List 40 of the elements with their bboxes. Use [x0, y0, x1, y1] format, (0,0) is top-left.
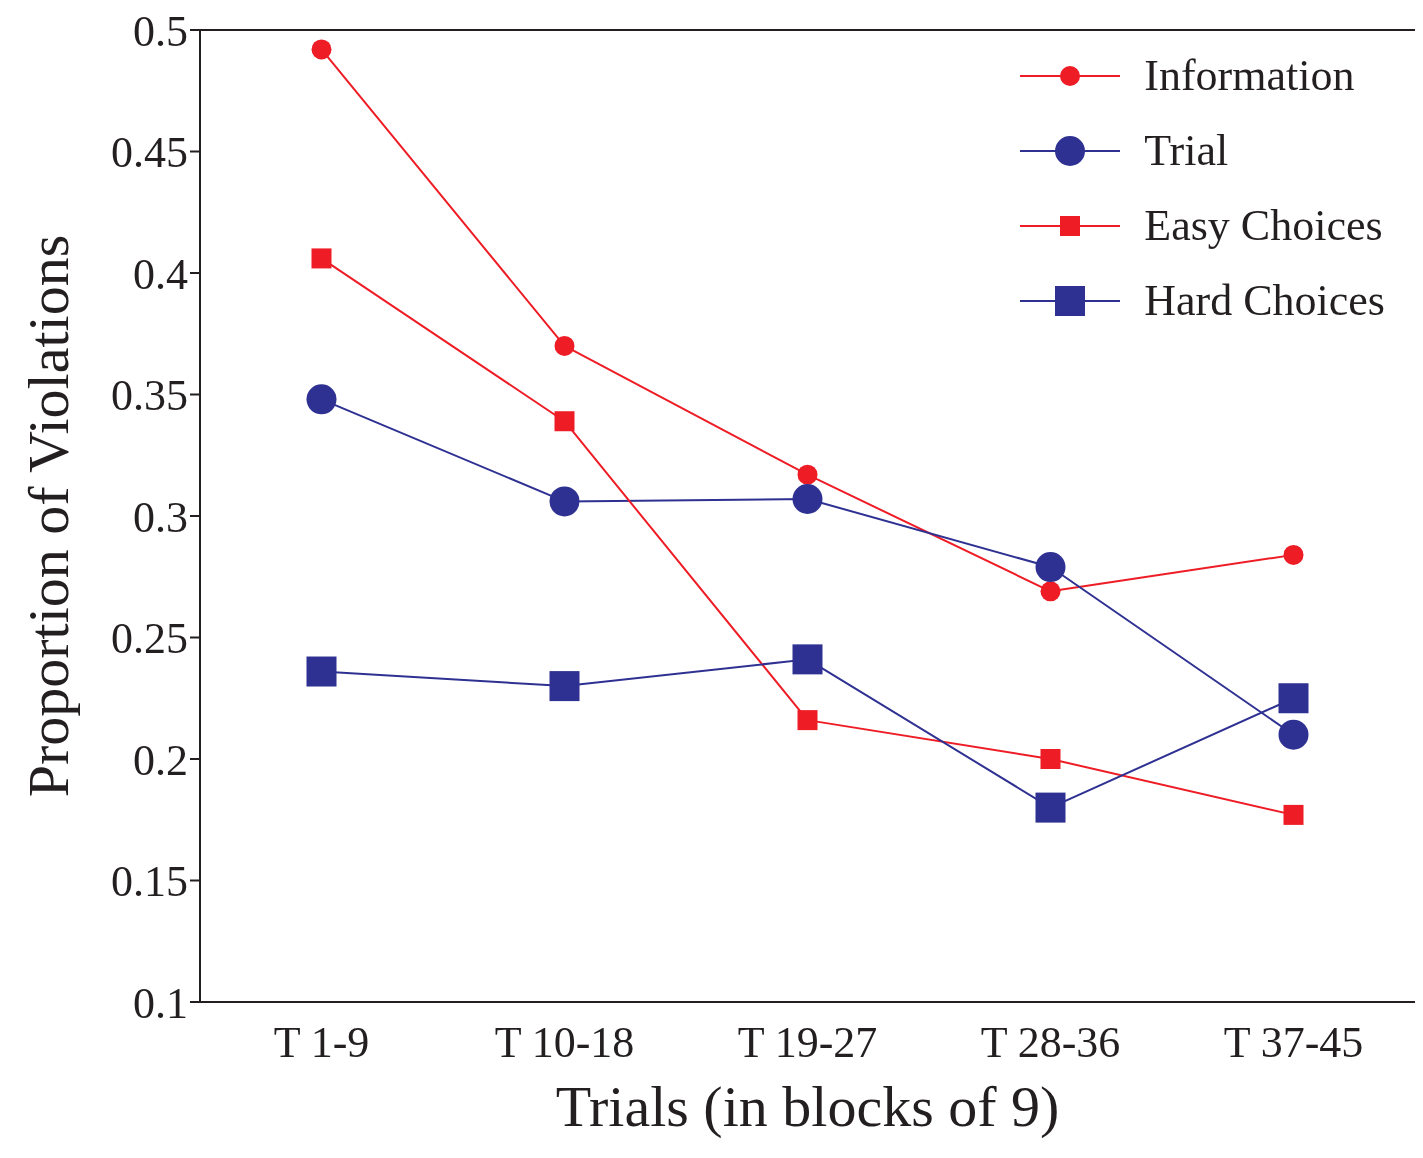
x-axis-title: Trials (in blocks of 9): [555, 1074, 1060, 1139]
point: [797, 710, 818, 731]
point: [1040, 581, 1061, 602]
point: [311, 248, 332, 269]
point: [554, 335, 575, 356]
x-tick-label: T 10-18: [494, 1018, 635, 1068]
x-tick-label: T 37-45: [1223, 1018, 1364, 1068]
point: [1278, 719, 1309, 750]
point: [1040, 749, 1061, 769]
x-tick-label: T 28-36: [980, 1018, 1121, 1068]
y-tick-label: 0.4: [133, 249, 188, 299]
legend-label: Easy Choices: [1144, 200, 1383, 251]
y-tick-label: 0.25: [111, 614, 188, 664]
point: [792, 644, 823, 675]
y-tick-label: 0.3: [133, 492, 188, 542]
y-axis-title: Proportion of Violations: [16, 234, 81, 798]
legend-label: Trial: [1144, 125, 1229, 176]
y-tick-label: 0.1: [133, 978, 188, 1028]
point: [306, 656, 337, 687]
point: [554, 411, 575, 432]
point: [1035, 552, 1066, 583]
y-tick-label: 0.5: [133, 6, 188, 56]
point: [311, 39, 332, 60]
x-tick-label: T 19-27: [737, 1018, 878, 1068]
y-tick-label: 0.15: [111, 857, 188, 907]
point: [1283, 544, 1304, 565]
y-tick-label: 0.45: [111, 128, 188, 178]
point: [792, 483, 823, 514]
point: [1283, 804, 1304, 825]
x-tick-label: T 1-9: [273, 1018, 370, 1068]
point: [1278, 683, 1309, 714]
point: [306, 384, 337, 415]
legend-label: Information: [1144, 50, 1355, 101]
y-tick-label: 0.35: [111, 371, 188, 421]
point: [549, 671, 580, 702]
point: [1035, 792, 1066, 823]
point: [549, 486, 580, 517]
point: [797, 464, 818, 485]
legend-label: Hard Choices: [1144, 275, 1385, 326]
y-tick-label: 0.2: [133, 735, 188, 785]
